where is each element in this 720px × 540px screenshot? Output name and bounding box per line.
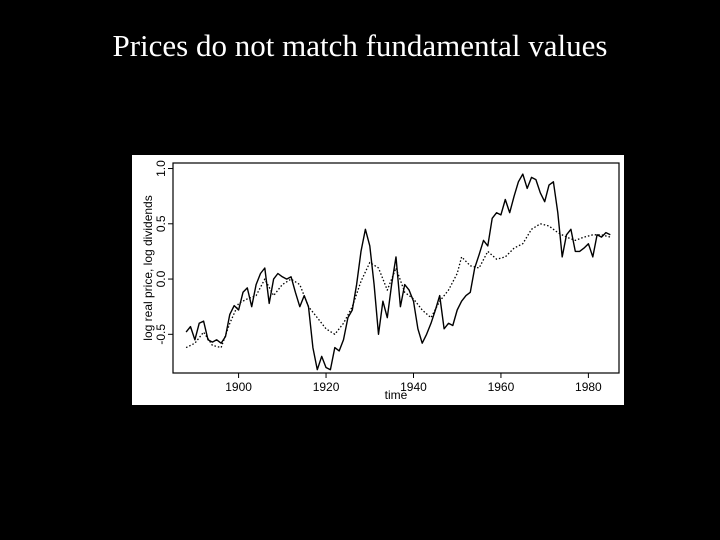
y-tick-label: 0.5 <box>154 215 168 232</box>
series-layer <box>185 173 611 371</box>
y-tick-label: -0.5 <box>154 324 168 345</box>
plot-frame <box>172 162 620 374</box>
line-chart: 1900 1920 1940 1960 1980 -0.50.00.51.0 time … <box>141 160 620 402</box>
y-axis-title: log real price, log dividends <box>141 195 155 340</box>
x-axis-title: time <box>385 388 408 402</box>
slide-title: Prices do not match fundamental values <box>112 28 608 63</box>
x-tick-label: 1900 <box>225 380 252 394</box>
chart-panel: 1900 1920 1940 1960 1980 -0.5 0.0 0.5 1.0 time … <box>132 155 624 405</box>
x-tick-label: 1980 <box>575 380 602 394</box>
y-axis-ticks: -0.5 0.0 0.5 1.0 <box>154 160 173 345</box>
x-axis-ticks: 1900 1920 1940 1960 1980 <box>225 373 602 394</box>
series-line-solid <box>185 173 611 371</box>
x-tick-label: 1920 <box>313 380 340 394</box>
y-tick-label: 1.0 <box>154 160 168 177</box>
x-tick-label: 1960 <box>488 380 515 394</box>
y-tick-label: 0.0 <box>154 270 168 287</box>
x-tick-label: 1940 <box>400 380 427 394</box>
